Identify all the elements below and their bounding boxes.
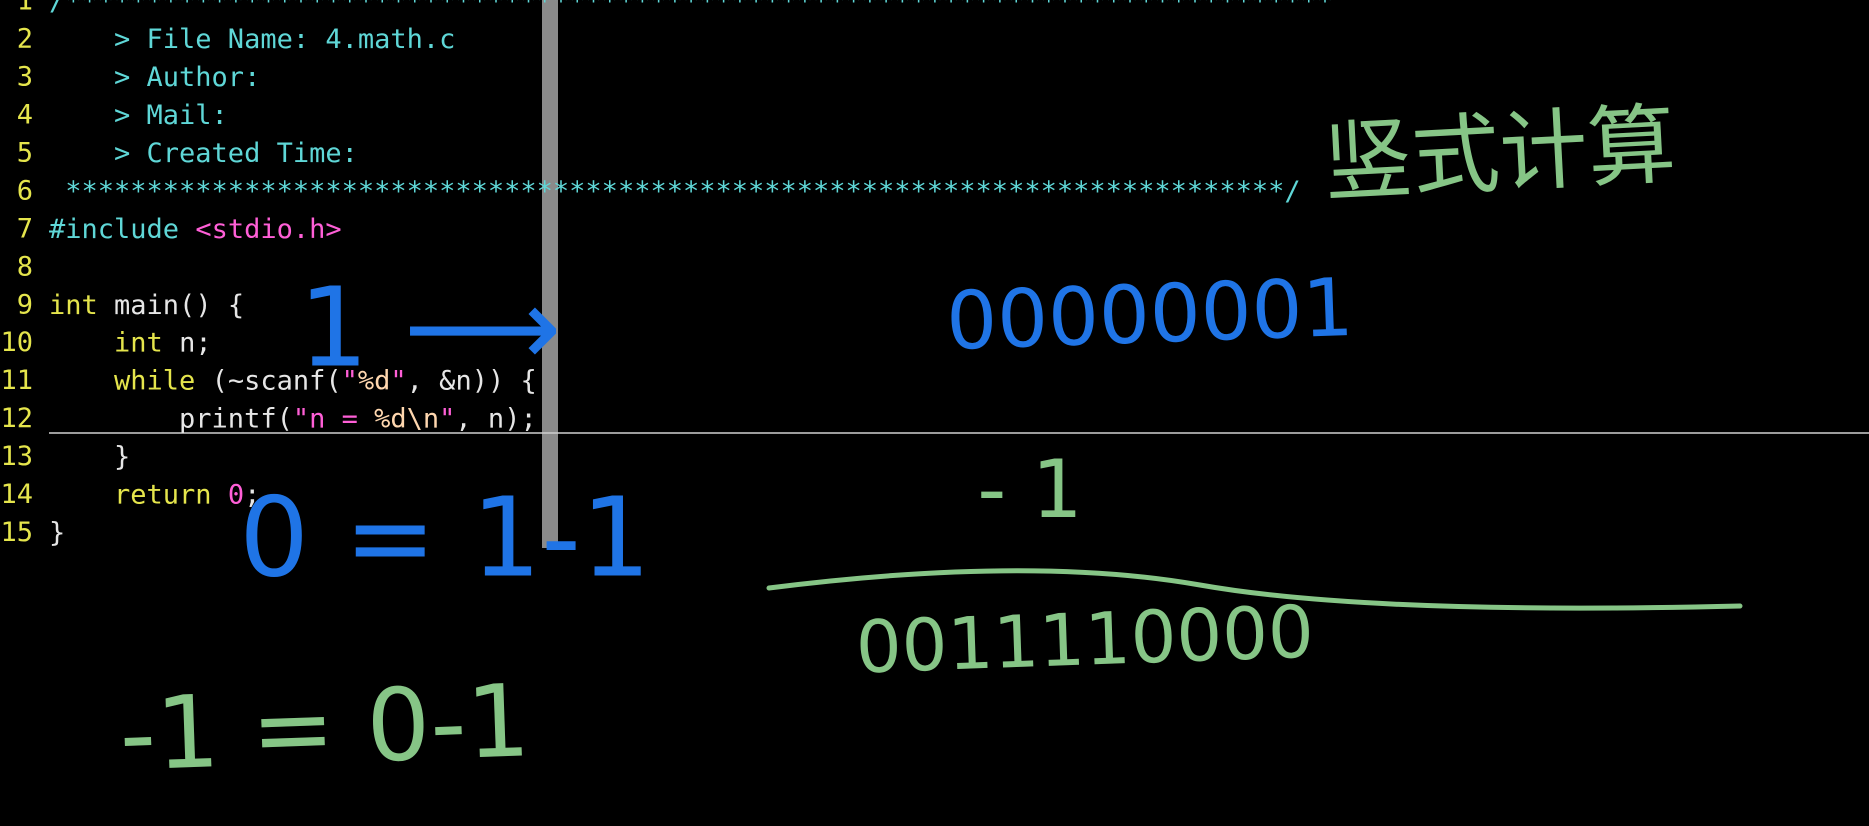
code-line: return 0;: [49, 479, 260, 510]
code-line: > Author:: [49, 61, 260, 92]
code-token: ;: [244, 479, 260, 510]
code-token: main() {: [98, 289, 244, 320]
code-line: }: [49, 517, 65, 548]
code-token: }: [49, 517, 65, 548]
handwritten-note: 竖式计算: [1321, 93, 1678, 214]
code-line: }: [49, 441, 130, 472]
line-number: 11: [0, 365, 33, 396]
code-token: , &n)) {: [407, 365, 537, 396]
code-token: (~scanf(: [195, 365, 341, 396]
code-token: int: [114, 327, 163, 358]
code-token: %d: [358, 365, 391, 396]
code-token: > File Name: 4.math.c: [49, 23, 455, 54]
line-number: 13: [0, 441, 33, 472]
line-number: 14: [0, 479, 33, 510]
code-line: /***************************************…: [49, 0, 1333, 17]
code-line: while (~scanf("%d", &n)) {: [49, 365, 537, 396]
code-line: > Mail:: [49, 99, 228, 130]
handwriting: 竖式计算 1 ⟶ 00000001 - 1 0011110000 0 = 1-1 -1 = …: [118, 93, 1678, 794]
code-token: ": [342, 365, 358, 396]
code-token: "n =: [293, 403, 374, 434]
code-token: while: [114, 365, 195, 396]
code-line: > File Name: 4.math.c: [49, 23, 455, 54]
handwritten-note: 0011110000: [854, 590, 1315, 690]
code-token: > Created Time:: [49, 137, 358, 168]
code-token: [49, 327, 114, 358]
handwritten-note: -1 = 0-1: [118, 662, 532, 793]
code-token: int: [49, 289, 98, 320]
code-token: %d\n: [374, 403, 439, 434]
code-token: > Author:: [49, 61, 260, 92]
line-number: 4: [17, 99, 33, 130]
code-token: #include: [49, 213, 195, 244]
code-token: , n);: [455, 403, 536, 434]
scroll-bar: [542, 0, 558, 548]
code-token: /***************************************…: [49, 0, 1333, 17]
line-number: 9: [17, 289, 33, 320]
line-number: 12: [0, 403, 33, 434]
code-token: ": [390, 365, 406, 396]
handwritten-note: 0 = 1-1: [239, 473, 651, 601]
code-line: ****************************************…: [49, 175, 1301, 206]
line-number: 10: [0, 327, 33, 358]
code-token: <stdio.h>: [195, 213, 341, 244]
code-token: ****************************************…: [49, 175, 1301, 206]
line-number: 7: [17, 213, 33, 244]
code-token: printf(: [49, 403, 293, 434]
handwritten-rule: [766, 568, 1743, 611]
code-token: }: [49, 441, 130, 472]
line-number: 1: [17, 0, 33, 17]
code-token: [49, 365, 114, 396]
code-line: int n;: [49, 327, 212, 358]
handwritten-note: 1 ⟶: [299, 263, 562, 391]
line-number: 5: [17, 137, 33, 168]
code-token: [49, 479, 114, 510]
code-token: [212, 479, 228, 510]
line-number: 2: [17, 23, 33, 54]
handwritten-note: - 1: [977, 443, 1082, 536]
code-token: return: [114, 479, 212, 510]
code-line: #include <stdio.h>: [49, 213, 342, 244]
code-token: ": [439, 403, 455, 434]
code-area: 1 /**************************************…: [0, 0, 1333, 548]
code-line: > Created Time:: [49, 137, 358, 168]
line-number: 15: [0, 517, 33, 548]
code-line: int main() {: [49, 289, 244, 320]
code-line: printf("n = %d\n", n);: [49, 403, 537, 434]
handwritten-note: 00000001: [945, 261, 1355, 368]
line-number: 3: [17, 61, 33, 92]
code-token: n;: [163, 327, 212, 358]
code-token: > Mail:: [49, 99, 228, 130]
line-number: 6: [17, 175, 33, 206]
code-token: 0: [228, 479, 244, 510]
line-number: 8: [17, 251, 33, 282]
